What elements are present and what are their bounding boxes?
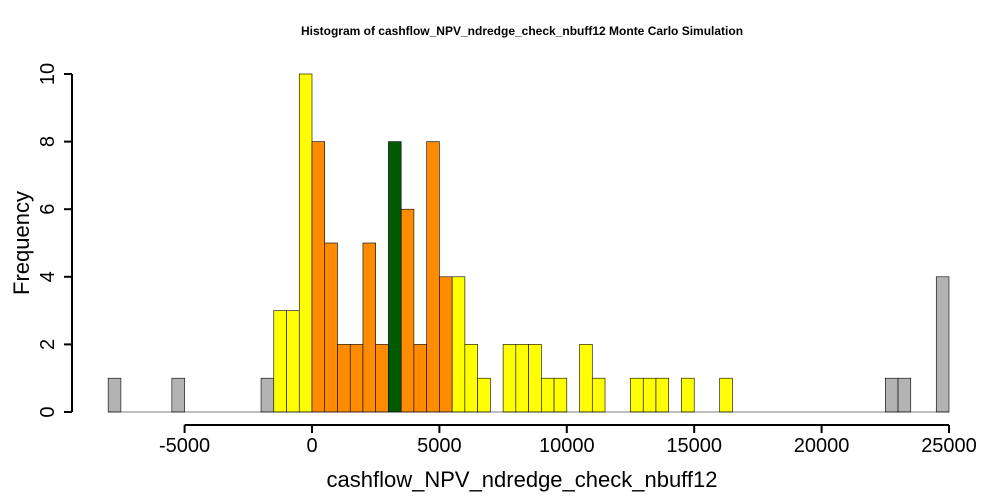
y-tick-label: 4 — [37, 271, 59, 282]
x-tick-label: 25000 — [921, 435, 977, 457]
x-tick-label: 5000 — [417, 435, 462, 457]
x-tick-label: 15000 — [666, 435, 722, 457]
histogram-bar — [515, 344, 529, 413]
histogram-bar — [426, 141, 440, 413]
histogram-bar — [439, 276, 453, 413]
histogram-bar — [630, 377, 644, 413]
histogram-bar — [286, 310, 300, 413]
histogram-bar — [349, 344, 364, 413]
y-axis: 0 2 4 6 8 10 — [37, 63, 73, 418]
histogram-bar — [681, 377, 695, 413]
x-axis-label: cashflow_NPV_ndredge_check_nbuff12 — [327, 467, 718, 492]
y-axis-label: Frequency — [9, 191, 34, 295]
y-tick-label: 6 — [37, 204, 59, 215]
histogram-bar — [464, 344, 478, 413]
x-tick-label: 10000 — [539, 435, 595, 457]
x-tick-label: -5000 — [159, 435, 210, 457]
x-tick-label: 0 — [306, 435, 317, 457]
histogram-bar — [337, 344, 351, 413]
histogram-bar — [273, 310, 287, 413]
x-axis: -5000 0 5000 10000 15000 20000 25000 — [159, 424, 977, 457]
histogram-bar — [260, 377, 275, 413]
histogram-bar — [171, 377, 185, 413]
histogram-bar — [541, 377, 555, 413]
y-tick-label: 8 — [37, 136, 59, 147]
histogram-bar — [400, 208, 415, 413]
chart-title: Histogram of cashflow_NPV_ndredge_check_… — [301, 24, 743, 38]
histogram-bar — [655, 377, 670, 413]
histogram-bar — [362, 242, 376, 413]
histogram-bar — [935, 276, 950, 413]
histogram-bar — [591, 377, 606, 413]
histogram-bars — [107, 73, 950, 413]
histogram-bar — [298, 73, 313, 413]
histogram-bar — [553, 377, 568, 413]
histogram-bar — [388, 141, 402, 413]
y-tick-label: 0 — [37, 406, 59, 417]
y-tick-label: 10 — [37, 63, 59, 85]
y-tick-label: 2 — [37, 339, 59, 350]
histogram-bar — [451, 276, 466, 413]
histogram-bar — [719, 377, 733, 413]
histogram-bar — [528, 344, 542, 413]
histogram-bar — [642, 377, 657, 413]
histogram-bar — [413, 344, 427, 413]
histogram-bar — [897, 377, 912, 413]
histogram-bar — [884, 377, 899, 413]
histogram-bar — [324, 242, 338, 413]
histogram-bar — [375, 344, 389, 413]
histogram-bar — [107, 377, 122, 413]
histogram-bar — [502, 344, 517, 413]
histogram-bar — [311, 141, 326, 413]
histogram-bar — [477, 377, 491, 413]
x-tick-label: 20000 — [794, 435, 850, 457]
histogram-bar — [579, 344, 593, 413]
